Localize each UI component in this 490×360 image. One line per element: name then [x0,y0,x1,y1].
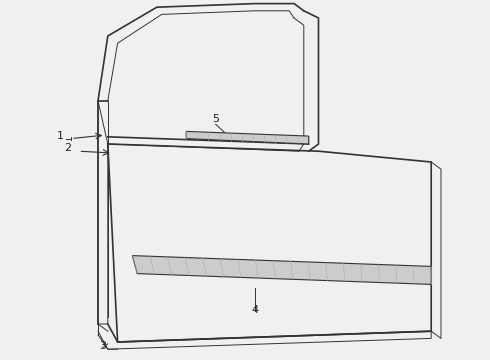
Text: 2: 2 [64,143,71,153]
Text: 4: 4 [251,305,258,315]
Polygon shape [186,131,309,144]
Text: 1: 1 [57,131,64,141]
Text: 5: 5 [212,114,219,125]
Text: 3: 3 [99,341,106,351]
Polygon shape [132,256,431,284]
